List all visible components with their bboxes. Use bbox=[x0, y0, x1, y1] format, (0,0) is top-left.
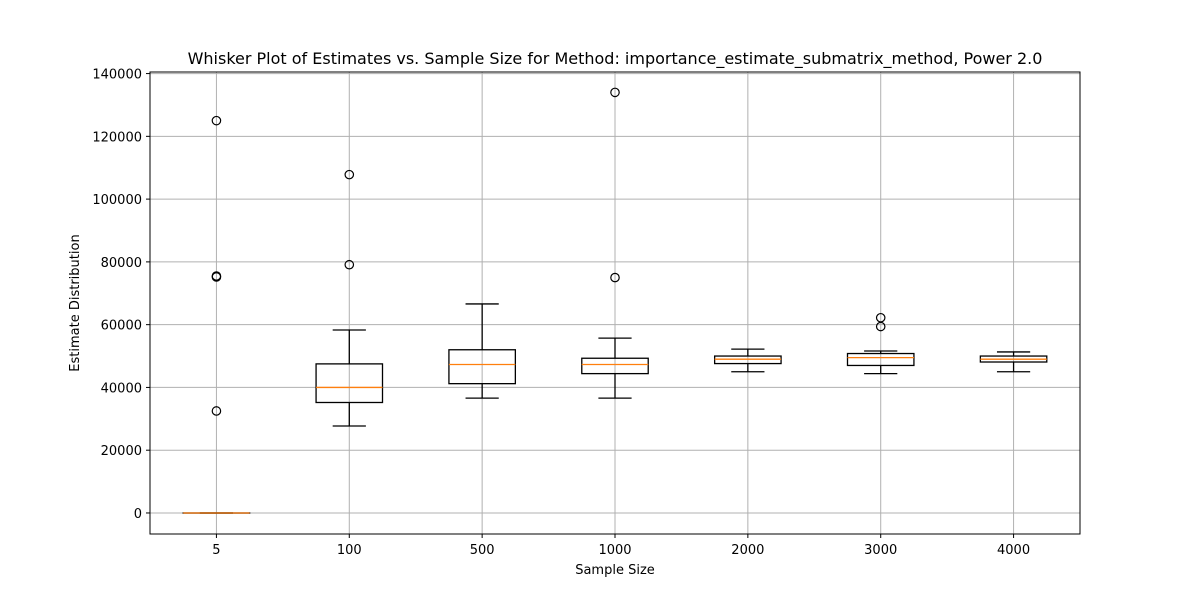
x-tick-label: 500 bbox=[470, 543, 495, 558]
x-tick-label: 5 bbox=[212, 543, 220, 558]
iqr-box bbox=[846, 352, 915, 367]
y-tick-label: 0 bbox=[134, 507, 142, 522]
outlier-point bbox=[211, 115, 222, 126]
x-axis-label: Sample Size bbox=[575, 563, 655, 578]
box-100 bbox=[315, 169, 384, 427]
box-4000 bbox=[979, 351, 1048, 373]
y-tick-label: 120000 bbox=[92, 130, 142, 145]
y-tick-label: 40000 bbox=[101, 381, 142, 396]
outlier-point bbox=[610, 272, 620, 283]
outlier-point bbox=[211, 406, 222, 416]
x-tick-label: 3000 bbox=[864, 543, 897, 558]
iqr-box bbox=[581, 357, 649, 375]
y-tick-label: 60000 bbox=[101, 319, 142, 334]
x-tick-label: 4000 bbox=[997, 543, 1030, 558]
iqr-box bbox=[315, 363, 384, 404]
outlier-point bbox=[875, 321, 886, 332]
box-layer bbox=[182, 87, 1048, 514]
box-2000 bbox=[713, 348, 782, 373]
y-tick-label: 80000 bbox=[101, 256, 142, 271]
y-tick-label: 140000 bbox=[92, 68, 142, 83]
box-500 bbox=[448, 303, 517, 399]
outlier-point bbox=[610, 87, 620, 98]
box-3000 bbox=[846, 312, 915, 375]
y-axis-label: Estimate Distribution bbox=[68, 234, 83, 371]
chart-title: Whisker Plot of Estimates vs. Sample Siz… bbox=[188, 49, 1043, 69]
box-5 bbox=[182, 115, 251, 514]
box-1000 bbox=[581, 87, 649, 399]
tick-layer: 0 20000 40000 60000 80000 100000 120000 140000 5… bbox=[92, 68, 1030, 558]
x-tick-label: 2000 bbox=[731, 543, 764, 558]
x-tick-label: 100 bbox=[337, 543, 362, 558]
x-tick-label: 1000 bbox=[598, 543, 631, 558]
outlier-point bbox=[344, 259, 355, 270]
iqr-box bbox=[448, 349, 517, 385]
outlier-point bbox=[211, 272, 222, 282]
outlier-point bbox=[344, 169, 355, 180]
y-tick-label: 100000 bbox=[92, 193, 142, 208]
grid-layer bbox=[150, 72, 1080, 534]
y-tick-label: 20000 bbox=[101, 444, 142, 459]
